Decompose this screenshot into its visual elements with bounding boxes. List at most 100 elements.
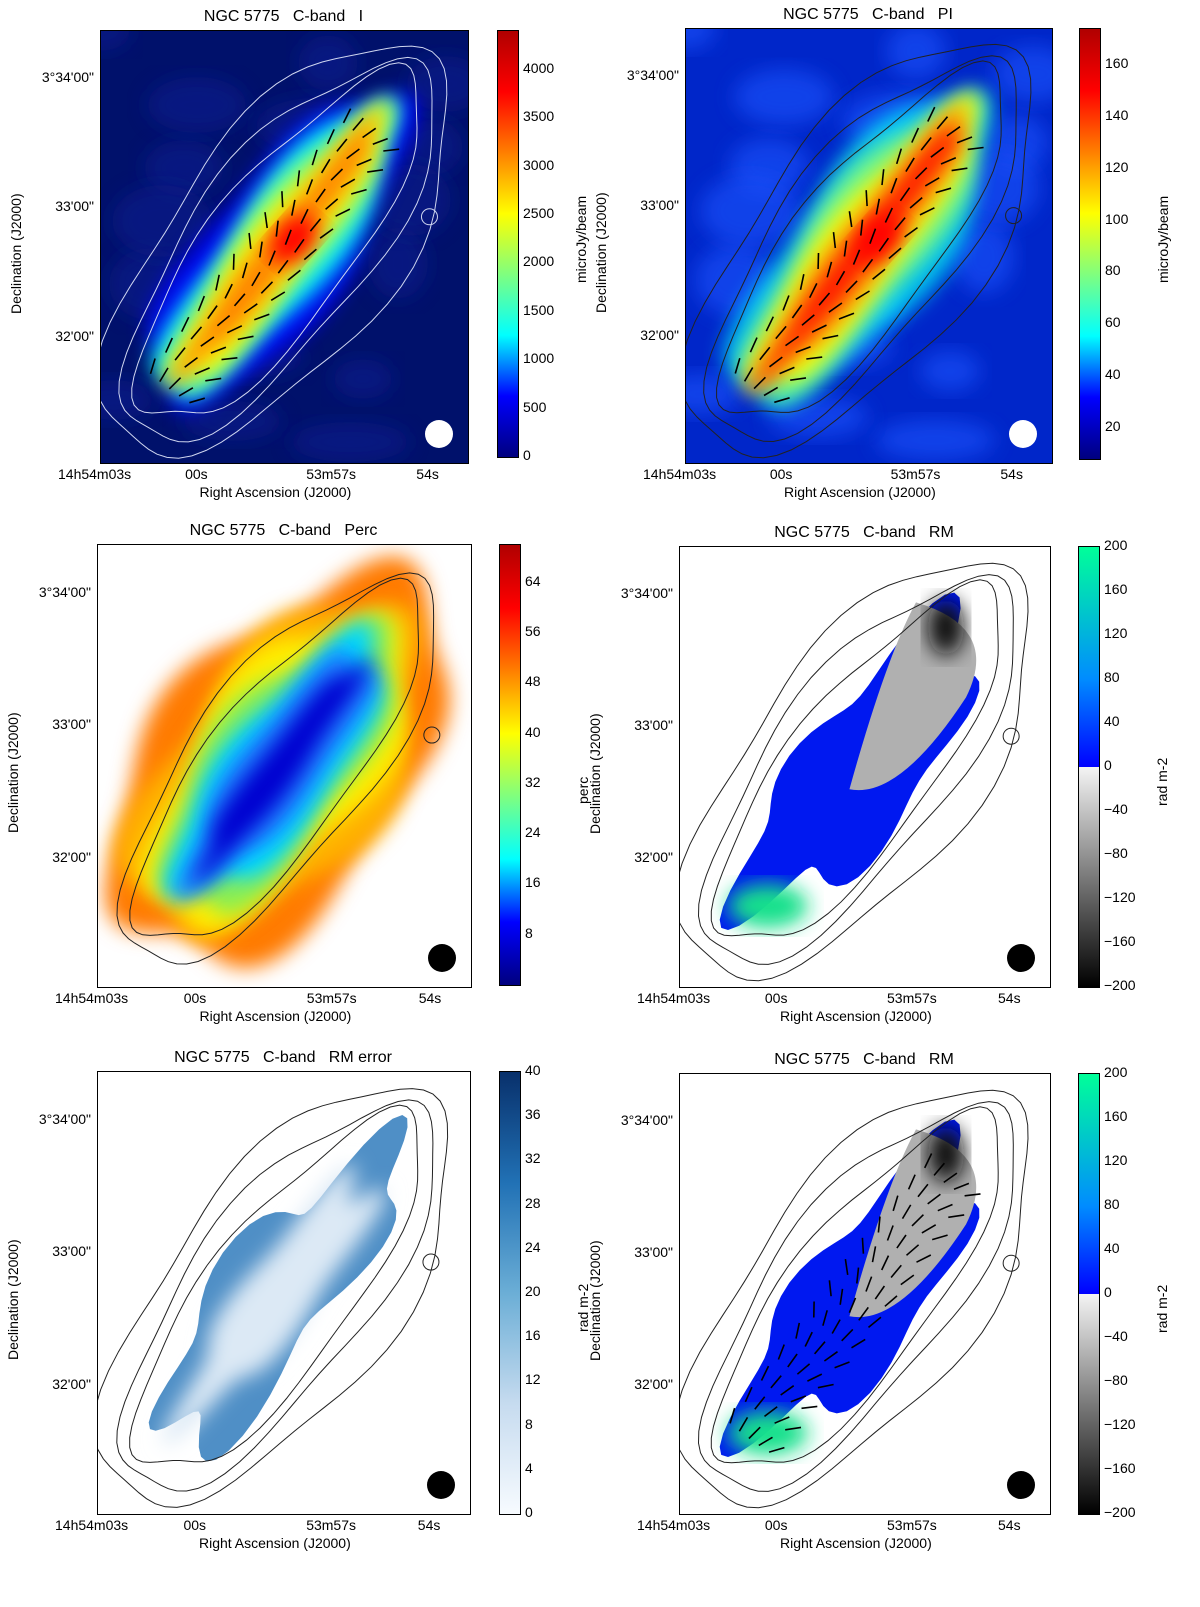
colorbar-tick-label: 4 [525,1459,533,1476]
polarization-vector [799,274,805,290]
map-image [679,546,1051,988]
polarization-vector [197,295,206,312]
polarization-vector [342,108,352,124]
polarization-vector [200,336,215,347]
polarization-vector [775,325,787,340]
polarization-vector [352,117,364,131]
colorbar [1078,546,1100,988]
contour-line [118,56,433,443]
noise-blob [959,152,1039,224]
colorbar-tick-label: 12 [525,1371,541,1388]
noise-blob [101,31,131,51]
beam-ellipse [1009,420,1037,448]
noise-blob [920,351,980,391]
polarization-vector [930,146,945,158]
polarization-vector [224,283,233,299]
polarization-vector [884,1295,898,1307]
colorbar-tick-label: 1000 [523,350,555,367]
y-tick-label: 33'00" [52,1243,91,1260]
polarization-vector [326,128,335,145]
contour-small-source [423,726,441,744]
polarization-vector [232,253,235,270]
polarization-vector [180,316,190,332]
colorbar-label: rad m-2 [1154,1284,1170,1333]
polarization-vector [346,148,360,160]
noise-blob [147,77,247,133]
polarization-vector [904,226,918,238]
colorbar-tick-label: −80 [1104,1372,1128,1388]
colorbar-tick-label: −120 [1104,889,1136,905]
polarization-vector [948,1214,965,1219]
map-svg [105,556,450,969]
polarization-vector [259,241,263,258]
noise-blob [686,29,716,49]
polarization-vector [862,258,874,273]
y-tick-label: 3°34'00" [626,66,679,83]
polarization-vector [951,167,968,172]
y-tick-label: 3°34'00" [38,583,91,600]
colorbar-tick-label: 60 [1105,314,1121,331]
polarization-vector [832,232,837,249]
noise-blob [768,397,868,437]
polarization-vector [871,1246,877,1263]
y-tick-label: 32'00" [634,1376,673,1393]
contour-line [101,45,448,459]
polarization-vector [233,293,246,307]
panel-title: NGC 5775 C-band Perc [189,522,378,539]
polarization-vector [872,268,886,280]
polarization-vector [164,337,174,353]
contour-small-source [420,208,438,226]
colorbar-tick-label: 3000 [523,156,555,173]
polarization-vector [874,1285,886,1300]
polarization-vector [861,1237,865,1254]
polarization-vector [835,270,846,286]
panel-title: NGC 5775 C-band RM [774,524,954,541]
polarization-vector [894,217,906,231]
polarization-vector [215,274,220,291]
colorbar-tick-label: 8 [525,1415,533,1432]
polarization-vector [207,305,218,320]
polarization-vector [281,191,284,208]
polarization-vector [935,187,952,194]
polarization-vector [758,1436,773,1447]
polarization-vector [777,1344,785,1360]
polarization-vector [210,346,227,354]
colorbar [499,1071,521,1515]
contour-small-source [1002,727,1020,745]
colorbar-tick-label: 56 [525,623,541,639]
polarization-vector [914,167,928,180]
panel-title: NGC 5775 C-band RM [774,1051,954,1068]
y-tick-label: 32'00" [640,327,679,344]
polarization-vector [831,1319,841,1334]
polarization-vector [884,207,894,223]
polarization-vector [845,280,858,293]
y-axis-label: Declination (J2000) [587,713,603,834]
colorbar-tick-label: 40 [1104,1240,1120,1256]
polarization-vector [801,1405,818,1410]
polarization-vector [785,335,800,347]
polarization-vector [838,312,855,320]
polarization-vector [790,377,807,381]
colorbar-tick-label: 160 [1104,1108,1128,1124]
panel-title: NGC 5775 C-band RM error [174,1049,392,1066]
colorbar-tick-label: −80 [1104,845,1128,861]
x-tick-label: 00s [769,466,793,482]
beam-ellipse [1007,944,1035,972]
polarization-vector [880,1255,890,1271]
colorbar [1079,28,1101,460]
polarization-vector [828,302,843,313]
polarization-vector [822,1310,828,1326]
polarization-vector [251,271,261,287]
polarization-vector [254,313,270,321]
colorbar-tick-label: −200 [1104,1504,1136,1520]
x-tick-label: 54s [417,1517,441,1533]
noise-blob [993,46,1052,102]
emission-peak [270,215,318,264]
contour-line [703,55,1017,443]
x-axis-label: Right Ascension (J2000) [199,1008,352,1024]
polarization-vector [275,220,279,237]
polarization-vector [264,212,268,229]
polarization-vector [886,1225,894,1241]
colorbar-tick-label: 0 [1104,757,1112,773]
colorbar-tick-label: 160 [1105,55,1129,72]
